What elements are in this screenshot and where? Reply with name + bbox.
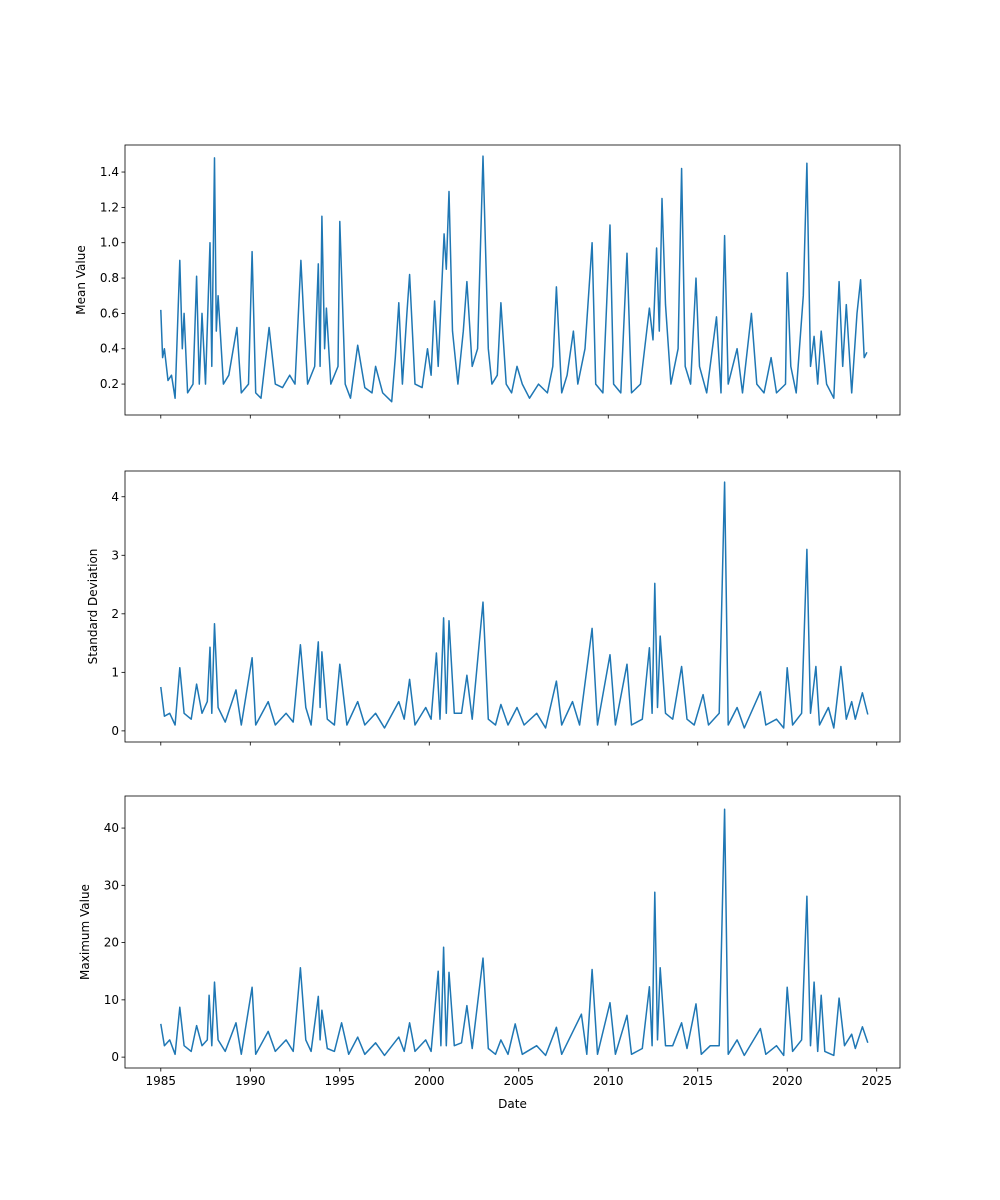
series-line: [160, 481, 869, 729]
axes-frame: [124, 795, 901, 1069]
y-tick-label: 1.2: [100, 200, 119, 214]
x-tick-label: 2020: [772, 1074, 803, 1088]
x-tick-label: 1985: [146, 1074, 177, 1088]
y-tick-label: 3: [111, 548, 119, 562]
y-axis-label: Maximum Value: [78, 884, 92, 980]
x-tick-label: 2015: [682, 1074, 713, 1088]
series-line: [160, 155, 868, 403]
y-tick-label: 0.2: [100, 377, 119, 391]
y-tick-label: 40: [104, 821, 119, 835]
x-tick-label: 1990: [235, 1074, 266, 1088]
subplot-2: 0 1 2 3 4 Standard Deviation: [86, 470, 901, 746]
y-tick-label: 30: [104, 878, 119, 892]
axes-frame: [124, 144, 901, 416]
y-tick-label: 1.0: [100, 236, 119, 250]
y-tick-label: 0: [111, 1050, 119, 1064]
y-tick-label: 0.4: [100, 342, 119, 356]
axes-frame: [124, 470, 901, 743]
y-axis-label: Mean Value: [74, 245, 88, 314]
y-tick-label: 0.8: [100, 271, 119, 285]
y-tick-label: 1.4: [100, 165, 119, 179]
subplot-1: 0.2 0.4 0.6 0.8 1.0 1.2 1.4 Mean Value: [74, 144, 901, 419]
y-tick-label: 0: [111, 724, 119, 738]
y-tick-label: 0.6: [100, 306, 119, 320]
subplot-3: 0 10 20 30 40 1985 1990 1995 2000 2005 2010 2015 202…: [78, 795, 901, 1111]
x-tick-label: 2000: [414, 1074, 445, 1088]
y-tick-label: 10: [104, 993, 119, 1007]
y-tick-label: 20: [104, 936, 119, 950]
x-tick-label: 1995: [325, 1074, 356, 1088]
x-tick-label: 2010: [593, 1074, 624, 1088]
y-tick-label: 2: [111, 607, 119, 621]
x-tick-label: 2025: [861, 1074, 892, 1088]
y-axis-label: Standard Deviation: [86, 549, 100, 665]
y-tick-label: 4: [111, 490, 119, 504]
x-axis-label: Date: [498, 1097, 527, 1111]
x-tick-label: 2005: [503, 1074, 534, 1088]
y-tick-label: 1: [111, 665, 119, 679]
series-line: [160, 808, 869, 1057]
